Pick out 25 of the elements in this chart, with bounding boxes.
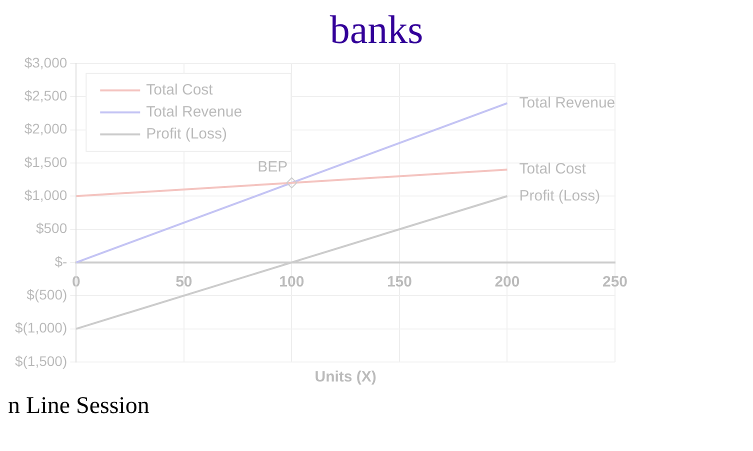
x-tick-label: 250 — [602, 274, 628, 291]
y-tick-label: $2,500 — [24, 87, 68, 104]
text: n Line Session — [8, 392, 150, 420]
annotation: BEP — [258, 158, 288, 176]
x-axis-title: Units (X) — [314, 368, 376, 386]
x-tick-label: 150 — [386, 274, 412, 291]
legend-label: Total Revenue — [146, 104, 242, 121]
text: Total Revenue — [519, 94, 616, 112]
y-tick-label: $3,000 — [24, 54, 68, 70]
y-tick-label: $500 — [36, 220, 68, 236]
x-tick-label: 50 — [176, 274, 192, 291]
y-tick-label: $(1,000) — [14, 320, 68, 336]
legend-label: Total Cost — [146, 82, 214, 99]
y-tick-label: $1,000 — [24, 186, 68, 203]
y-tick-label: $- — [54, 253, 68, 270]
y-tick-label: $(500) — [26, 286, 68, 303]
text: banks — [328, 7, 424, 52]
y-tick-label: $2,000 — [24, 120, 68, 137]
x-tick-label: 100 — [279, 274, 304, 291]
x-tick-label: 200 — [494, 274, 520, 291]
legend-label: Profit (Loss) — [146, 126, 228, 143]
y-tick-label: $1,500 — [24, 154, 68, 170]
y-tick-label: $(1,500) — [14, 352, 68, 369]
text: Profit (Loss) — [519, 187, 600, 204]
text: Total Cost — [519, 160, 586, 178]
